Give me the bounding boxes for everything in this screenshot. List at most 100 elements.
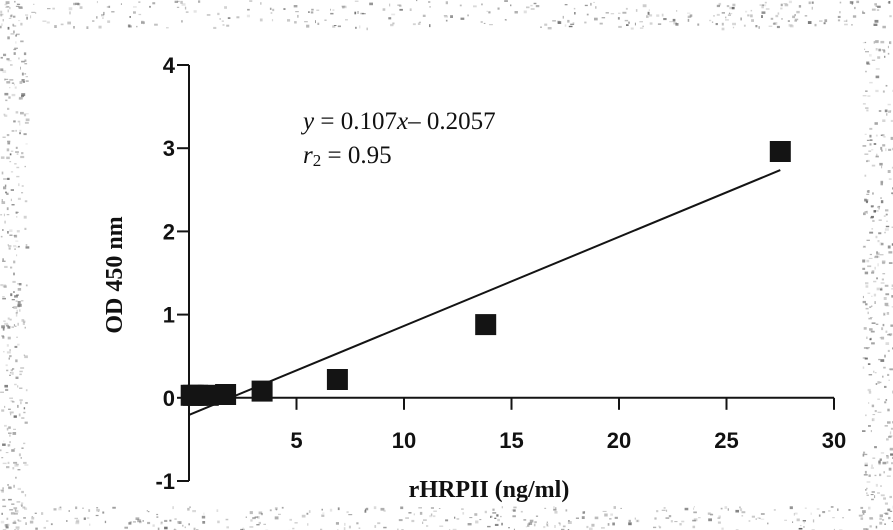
noise-speck <box>377 522 381 525</box>
noise-speck <box>225 518 229 521</box>
noise-speck <box>781 18 783 20</box>
noise-speck <box>865 285 869 288</box>
noise-speck <box>862 510 866 513</box>
x-tick-label: 5 <box>290 428 302 453</box>
noise-speck <box>281 506 284 509</box>
noise-speck <box>382 8 386 11</box>
noise-speck <box>628 522 632 526</box>
noise-speck <box>729 6 733 10</box>
data-point <box>215 384 237 405</box>
noise-speck <box>874 372 877 374</box>
noise-speck <box>665 509 668 512</box>
noise-speck <box>112 506 116 509</box>
noise-speck <box>882 273 886 275</box>
noise-speck <box>880 200 884 204</box>
noise-speck <box>648 9 650 11</box>
noise-speck <box>765 8 770 10</box>
noise-speck <box>628 519 631 522</box>
regression-line-group <box>188 169 781 416</box>
noise-speck <box>5 99 8 102</box>
noise-speck <box>1 490 4 493</box>
noise-speck <box>341 5 346 8</box>
noise-speck <box>11 299 15 301</box>
noise-speck <box>75 506 78 510</box>
noise-speck <box>15 111 19 114</box>
noise-speck <box>12 23 15 27</box>
noise-speck <box>9 509 13 511</box>
noise-speck <box>21 185 24 187</box>
noise-speck <box>689 14 693 17</box>
noise-speck <box>882 25 886 29</box>
noise-speck <box>870 330 875 333</box>
noise-speck <box>870 216 874 219</box>
noise-speck <box>46 520 49 522</box>
noise-speck <box>16 33 20 36</box>
noise-speck <box>283 8 286 10</box>
noise-speck <box>614 516 618 519</box>
noise-speck <box>20 367 25 369</box>
noise-speck <box>789 24 794 28</box>
noise-speck <box>359 25 361 29</box>
noise-speck <box>880 282 885 284</box>
noise-speck <box>487 525 491 528</box>
noise-speck <box>18 453 21 457</box>
noise-speck <box>862 366 865 369</box>
noise-speck <box>12 306 14 308</box>
noise-speck <box>438 508 441 509</box>
noise-speck <box>881 149 883 152</box>
noise-speck <box>21 490 24 494</box>
noise-speck <box>14 234 18 238</box>
noise-speck <box>343 527 346 530</box>
noise-speck <box>891 147 893 151</box>
noise-speck <box>17 469 21 471</box>
noise-speck <box>16 153 19 155</box>
noise-speck <box>787 20 790 22</box>
noise-speck <box>665 517 670 519</box>
noise-speck <box>862 453 865 457</box>
noise-speck <box>726 5 730 8</box>
noise-speck <box>332 9 335 11</box>
noise-speck <box>760 518 765 520</box>
noise-speck <box>22 322 25 325</box>
noise-speck <box>843 20 847 22</box>
noise-speck <box>445 19 448 22</box>
noise-speck <box>610 13 615 15</box>
noise-speck <box>856 0 860 4</box>
noise-speck <box>269 7 272 10</box>
noise-speck <box>429 6 431 8</box>
noise-speck <box>19 129 22 132</box>
noise-speck <box>21 192 24 194</box>
noise-speck <box>258 511 263 515</box>
noise-speck <box>422 14 426 17</box>
r-squared-label: r2 = 0.95 <box>303 142 392 170</box>
noise-speck <box>73 26 75 29</box>
noise-speck <box>868 374 873 376</box>
noise-speck <box>181 20 183 23</box>
noise-speck <box>804 507 807 509</box>
noise-speck <box>573 7 576 10</box>
noise-speck <box>454 516 456 519</box>
noise-speck <box>554 525 556 528</box>
noise-speck <box>24 63 28 65</box>
noise-speck <box>864 271 869 275</box>
noise-speck <box>10 14 13 17</box>
noise-speck <box>10 198 12 202</box>
noise-speck <box>0 68 4 72</box>
noise-speck <box>259 18 263 22</box>
data-point <box>251 380 273 402</box>
noise-speck <box>624 19 629 22</box>
noise-speck <box>862 267 866 270</box>
noise-speck <box>824 19 828 23</box>
noise-speck <box>9 87 11 89</box>
noise-speck <box>21 417 25 419</box>
noise-speck <box>321 514 325 517</box>
noise-speck <box>13 83 15 86</box>
noise-speck <box>874 19 879 23</box>
noise-speck <box>11 93 16 97</box>
noise-speck <box>866 193 870 195</box>
noise-speck <box>89 523 91 526</box>
noise-speck <box>333 25 337 26</box>
noise-speck <box>717 521 721 524</box>
noise-speck <box>24 507 28 510</box>
noise-speck <box>76 519 80 523</box>
